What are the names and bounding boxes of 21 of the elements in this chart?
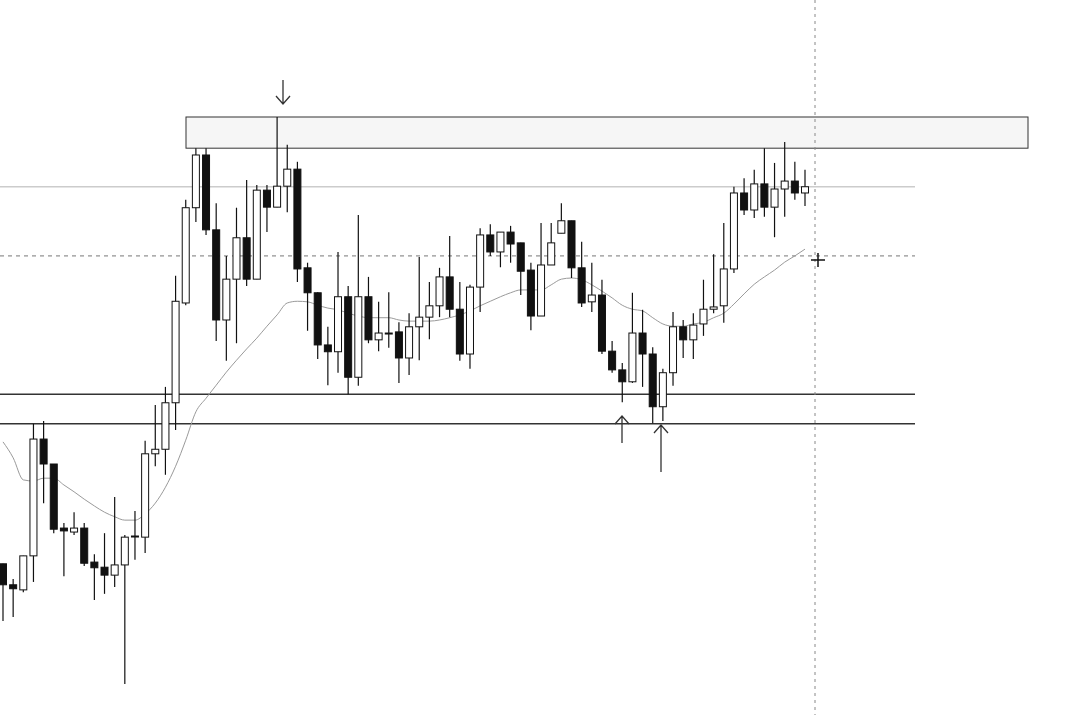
candlestick (689, 312, 698, 360)
candlestick (70, 511, 79, 536)
candlestick (262, 184, 271, 233)
candlestick (587, 262, 596, 313)
candlestick (323, 326, 332, 386)
candlestick (0, 563, 7, 622)
candlestick (59, 522, 68, 577)
candlestick (547, 222, 556, 266)
candlestick (486, 223, 495, 257)
candlestick (740, 177, 749, 216)
candlestick (110, 496, 119, 588)
candlestick (9, 578, 18, 618)
candlestick (415, 256, 424, 361)
candlestick (801, 169, 809, 207)
candlestick (130, 510, 139, 561)
candlestick (384, 291, 393, 349)
candlestick (790, 161, 799, 201)
candlestick (608, 340, 617, 374)
candlestick (151, 404, 160, 467)
candlestick (618, 362, 627, 403)
candlestick (679, 319, 688, 359)
